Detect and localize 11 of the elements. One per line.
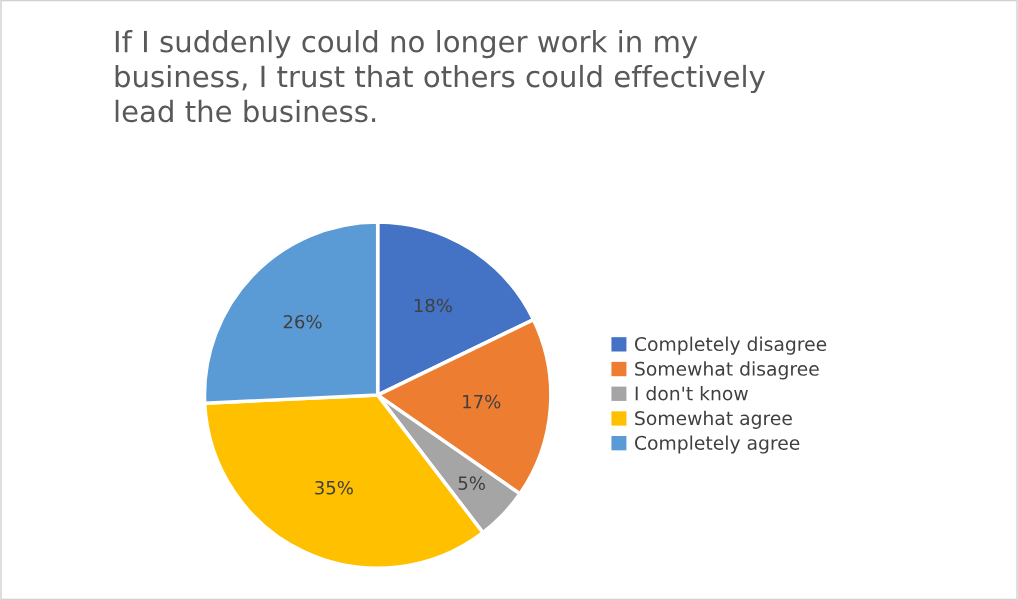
legend-label: Completely agree [634, 435, 800, 454]
legend-label: Completely disagree [634, 336, 827, 355]
data-label: 5% [458, 476, 485, 491]
data-label: 17% [463, 394, 501, 409]
chart-title: If I suddenly could no longer work in my business, I trust that others could effectively lead the business. [115, 30, 765, 123]
data-label: 26% [283, 314, 322, 329]
data-label: 35% [315, 480, 353, 495]
legend-label: Somewhat agree [635, 410, 792, 429]
data-label: 18% [414, 298, 452, 313]
legend-label: I don't know [635, 386, 748, 401]
legend-label: Somewhat disagree [635, 361, 819, 380]
